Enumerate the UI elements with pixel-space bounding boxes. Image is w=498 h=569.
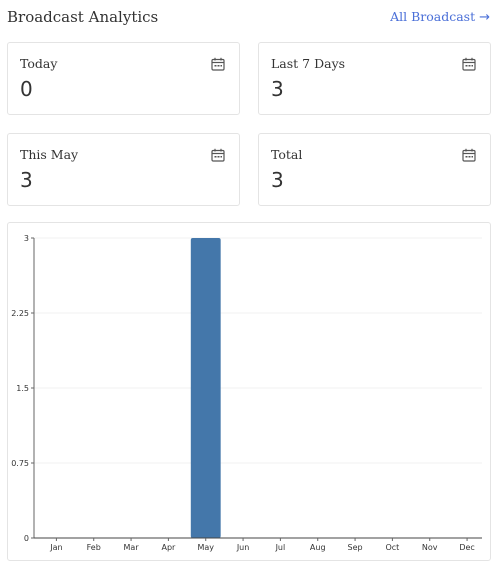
page-title: Broadcast Analytics: [7, 8, 158, 26]
y-tick-label: 0: [24, 534, 29, 543]
all-broadcast-label: All Broadcast: [390, 9, 475, 24]
calendar-icon: [211, 148, 225, 162]
calendar-icon: [462, 148, 476, 162]
stat-value: 0: [20, 77, 33, 101]
x-tick-label: Oct: [385, 543, 399, 552]
broadcast-chart-card: 0 0.75 1.5 2.25 3 Jan Feb Mar Apr May Jun Jul Aug Sep…: [7, 222, 491, 561]
calendar-icon: [462, 57, 476, 71]
bar: [191, 238, 221, 538]
calendar-icon: [211, 57, 225, 71]
stat-label: Today: [20, 56, 57, 71]
stat-value: 3: [20, 168, 33, 192]
x-tick-label: Apr: [161, 543, 176, 552]
stat-card-last-7-days: Last 7 Days 3: [258, 42, 491, 115]
x-tick-label: Nov: [422, 543, 438, 552]
stat-card-total: Total 3: [258, 133, 491, 206]
stat-label: Last 7 Days: [271, 56, 345, 71]
y-tick-label: 2.25: [11, 309, 29, 318]
x-tick-label: Feb: [87, 543, 101, 552]
stat-value: 3: [271, 168, 284, 192]
arrow-right-icon: →: [479, 10, 490, 25]
x-tick-label: Aug: [310, 543, 326, 552]
stat-label: This May: [20, 147, 78, 162]
y-tick-label: 1.5: [16, 384, 29, 393]
x-tick-label: Sep: [348, 543, 363, 552]
x-tick-label: Dec: [459, 543, 474, 552]
x-tick-label: Jun: [236, 543, 250, 552]
stat-value: 3: [271, 77, 284, 101]
stat-card-this-month: This May 3: [7, 133, 240, 206]
y-tick-label: 3: [24, 234, 29, 243]
x-tick-label: Mar: [124, 543, 140, 552]
broadcast-bar-chart: 0 0.75 1.5 2.25 3 Jan Feb Mar Apr May Jun Jul Aug Sep…: [8, 223, 490, 560]
page-header: Broadcast Analytics All Broadcast →: [7, 8, 490, 30]
x-tick-label: Jan: [49, 543, 62, 552]
x-tick-label: Jul: [275, 543, 286, 552]
x-tick-label: May: [197, 543, 214, 552]
y-tick-label: 0.75: [11, 459, 29, 468]
all-broadcast-link[interactable]: All Broadcast →: [390, 9, 490, 25]
stat-card-today: Today 0: [7, 42, 240, 115]
stat-label: Total: [271, 147, 302, 162]
